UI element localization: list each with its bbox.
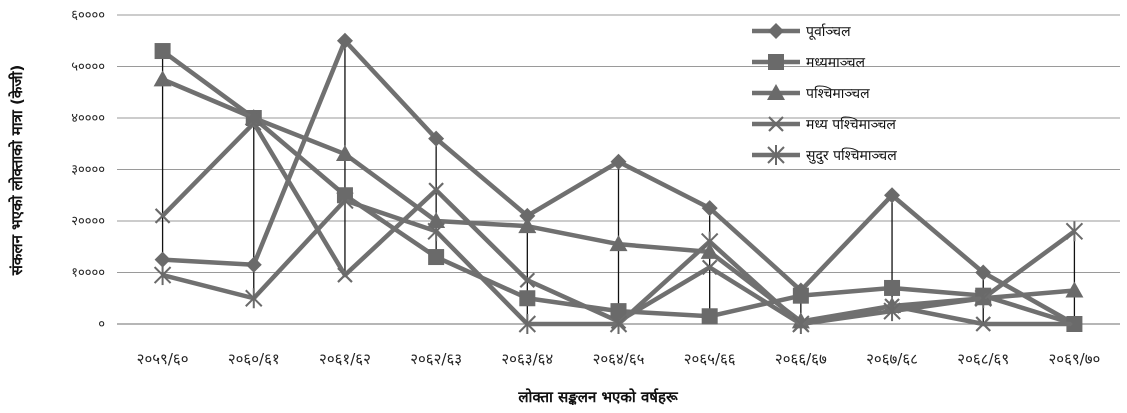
legend-item: पश्चिमाञ्चल	[752, 84, 870, 102]
series-layer	[153, 32, 1084, 334]
data-point	[884, 187, 901, 204]
legend-label: पूर्वाञ्चल	[806, 23, 851, 40]
marker-stroke	[975, 316, 992, 332]
legend-label: मध्य पश्चिमाञ्चल	[806, 116, 896, 133]
data-point	[245, 288, 263, 309]
x-axis-title: लोक्ता सङ्कलन भएको वर्षहरू	[517, 388, 679, 406]
data-point	[609, 235, 628, 252]
data-point	[609, 314, 628, 334]
data-point	[428, 182, 444, 198]
legend-item: सुदुर पश्चिमाञ्चल	[752, 145, 897, 165]
legend-label: मध्यमाञ्चल	[806, 55, 865, 71]
legend-item: पूर्वाञ्चल	[752, 23, 851, 40]
data-point	[154, 43, 171, 60]
data-point	[336, 32, 353, 49]
marker-stroke	[428, 182, 444, 198]
data-point	[518, 217, 537, 234]
data-point	[1065, 221, 1084, 242]
x-tick-label: २०६२/६३	[410, 350, 462, 368]
data-point	[974, 288, 992, 309]
marker-stroke	[519, 272, 536, 289]
data-point	[1065, 281, 1084, 298]
y-tick-label: ३००००	[71, 163, 105, 178]
drop-lines	[161, 40, 1076, 324]
data-point	[792, 314, 810, 334]
y-tick-label: २००००	[71, 214, 105, 229]
data-point	[428, 249, 445, 266]
data-point	[518, 314, 537, 334]
series-1	[154, 32, 1083, 332]
marker-stroke	[1066, 316, 1083, 332]
x-tick-label: २०६६/६७	[775, 350, 827, 368]
marker-stroke	[768, 116, 784, 132]
legend: पूर्वाञ्चल मध्यमाञ्चल पश्चिमाञ्चल मध्य पश्च…	[752, 23, 897, 165]
series-5	[153, 190, 1084, 334]
legend-marker	[767, 84, 785, 100]
data-point	[337, 267, 353, 283]
x-tick-label: २०६५/६६	[684, 350, 736, 368]
data-point	[701, 200, 718, 217]
legend-marker	[767, 145, 785, 165]
legend-marker	[768, 116, 784, 132]
data-point	[154, 251, 171, 268]
x-tick-label: २०६८/६९	[957, 350, 1009, 368]
marker-stroke	[701, 259, 718, 276]
y-tick-label: १००००	[71, 266, 105, 281]
x-tick-label: २०६७/६८	[866, 350, 918, 368]
marker-stroke	[337, 267, 353, 283]
data-point	[975, 316, 992, 332]
data-point	[427, 221, 445, 242]
data-point	[336, 190, 354, 211]
data-point	[245, 115, 262, 131]
data-point	[884, 279, 901, 296]
legend-label: पश्चिमाञ्चल	[806, 85, 870, 102]
legend-label: सुदुर पश्चिमाञ्चल	[806, 147, 897, 165]
data-point	[153, 70, 172, 87]
data-point	[700, 231, 719, 252]
x-tick-label: २०६९/७०	[1048, 350, 1100, 368]
x-axis-ticks: २०५९/६० २०६०/६१ २०६१/६२ २०६२/६३ २०६३/६४ २०६४/…	[137, 350, 1101, 368]
data-point	[427, 212, 446, 228]
y-tick-label: ५००००	[71, 60, 105, 75]
legend-item: मध्यमाञ्चल	[752, 54, 865, 71]
data-point	[153, 265, 172, 286]
x-tick-label: २०६०/६१	[228, 350, 280, 368]
x-tick-label: २०५९/६०	[137, 350, 189, 368]
data-point	[519, 290, 536, 307]
data-point	[428, 130, 445, 147]
data-point	[701, 259, 718, 276]
data-point	[975, 264, 992, 281]
data-point	[335, 145, 354, 162]
data-point	[245, 256, 262, 273]
legend-item: मध्य पश्चिमाञ्चल	[752, 116, 896, 133]
y-axis-title: संकलन भएको लोक्ताको मात्रा (केजी)	[8, 65, 26, 277]
x-tick-label: २०६१/६२	[319, 350, 371, 368]
data-point	[519, 207, 536, 224]
x-tick-label: २०६३/६४	[501, 350, 553, 368]
y-tick-label: ६००००	[71, 8, 105, 23]
y-axis-ticks: ० १०००० २०००० ३०००० ४०००० ५०००० ६००००	[71, 8, 105, 332]
data-point	[701, 308, 718, 325]
marker-stroke	[154, 208, 171, 224]
data-point	[792, 287, 809, 304]
y-tick-label: ४००००	[71, 111, 105, 126]
data-point	[154, 208, 171, 224]
x-tick-label: २०६४/६५	[593, 350, 645, 368]
legend-marker	[768, 23, 784, 39]
data-point	[610, 153, 627, 170]
data-point	[883, 301, 901, 322]
data-point	[610, 303, 627, 320]
legend-marker	[768, 54, 784, 70]
data-point	[519, 272, 536, 289]
data-point	[1066, 316, 1083, 332]
data-point	[244, 109, 263, 125]
marker-stroke	[245, 115, 262, 131]
y-tick-label: ०	[98, 317, 105, 332]
